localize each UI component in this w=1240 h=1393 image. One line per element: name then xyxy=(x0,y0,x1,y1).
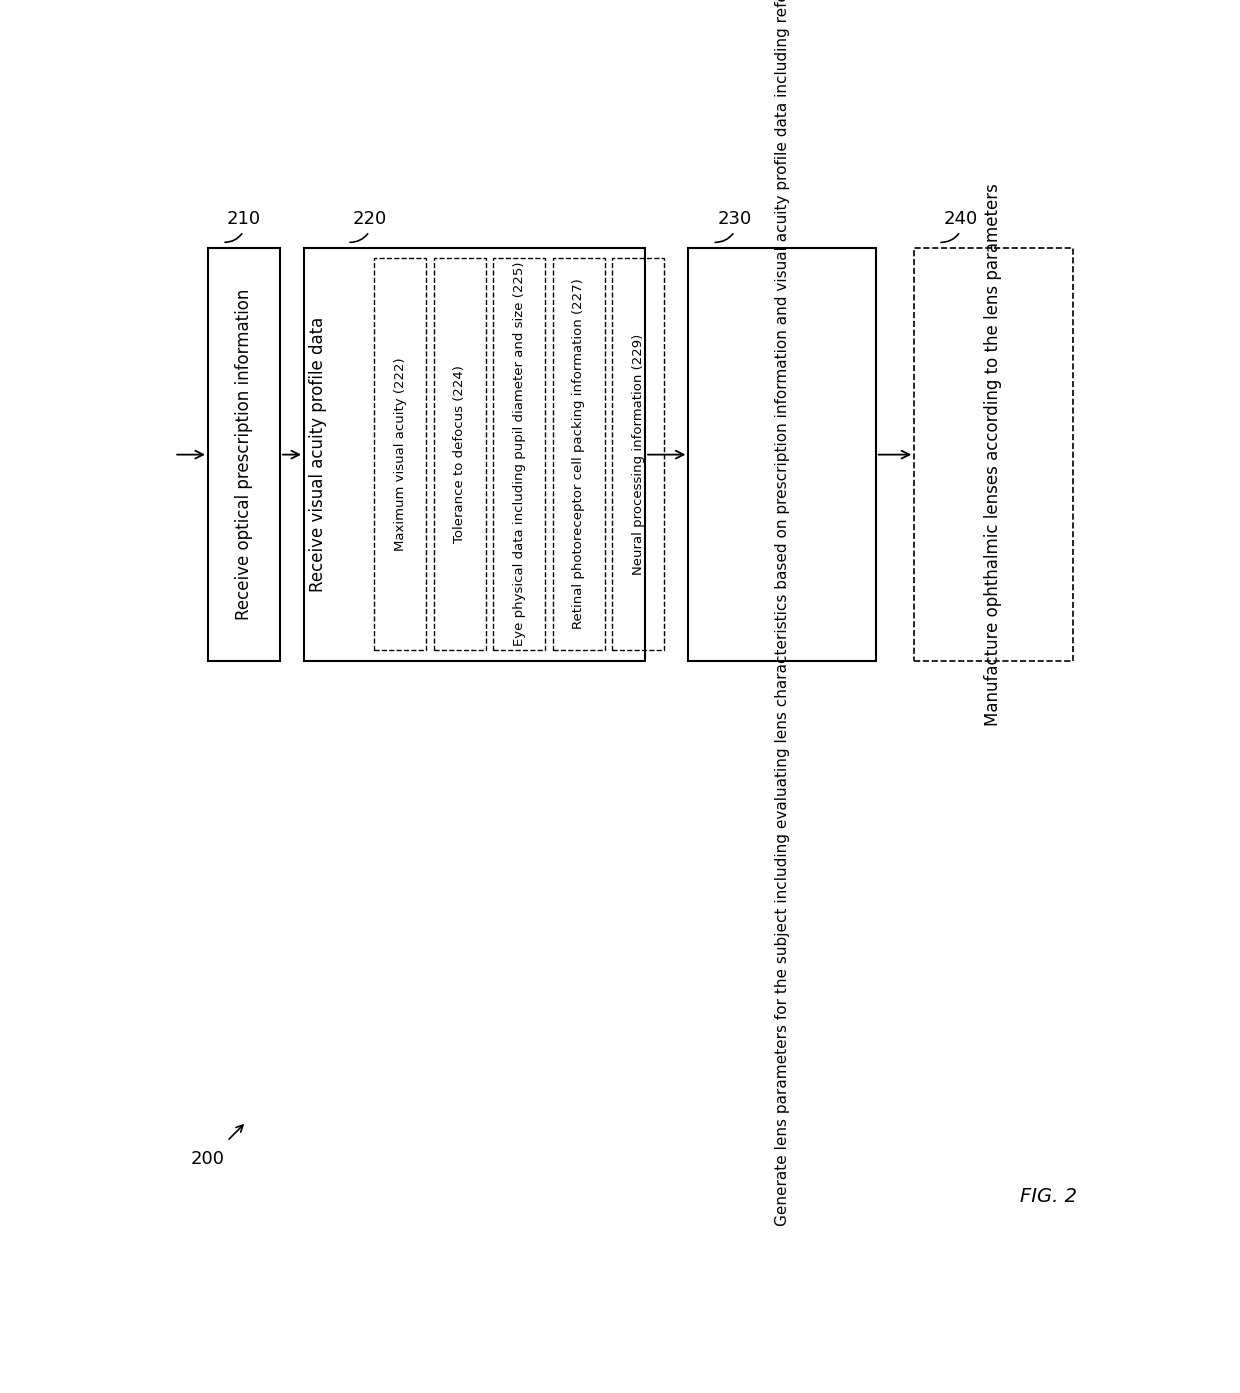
Bar xyxy=(553,258,605,649)
Text: Neural processing information (229): Neural processing information (229) xyxy=(632,333,645,575)
Text: 240: 240 xyxy=(944,209,977,227)
Text: Retinal photoreceptor cell packing information (227): Retinal photoreceptor cell packing infor… xyxy=(573,279,585,630)
Text: 210: 210 xyxy=(227,209,260,227)
Text: Manufacture ophthalmic lenses according to the lens parameters: Manufacture ophthalmic lenses according … xyxy=(985,182,1002,726)
Text: FIG. 2: FIG. 2 xyxy=(1021,1187,1078,1206)
Bar xyxy=(613,258,665,649)
Text: 230: 230 xyxy=(718,209,751,227)
Bar xyxy=(304,248,645,660)
Text: Receive visual acuity profile data: Receive visual acuity profile data xyxy=(309,316,327,592)
Text: Maximum visual acuity (222): Maximum visual acuity (222) xyxy=(393,357,407,550)
Text: 220: 220 xyxy=(352,209,387,227)
Bar xyxy=(208,248,280,660)
Bar xyxy=(688,248,875,660)
Bar xyxy=(434,258,486,649)
Text: 200: 200 xyxy=(191,1151,224,1169)
Bar xyxy=(374,258,427,649)
Text: Eye physical data including pupil diameter and size (225): Eye physical data including pupil diamet… xyxy=(512,262,526,646)
Text: Receive optical prescription information: Receive optical prescription information xyxy=(234,288,253,620)
Bar xyxy=(494,258,546,649)
Text: Tolerance to defocus (224): Tolerance to defocus (224) xyxy=(453,365,466,543)
Bar xyxy=(914,248,1073,660)
Text: Generate lens parameters for the subject including evaluating lens characteristi: Generate lens parameters for the subject… xyxy=(775,0,790,1226)
